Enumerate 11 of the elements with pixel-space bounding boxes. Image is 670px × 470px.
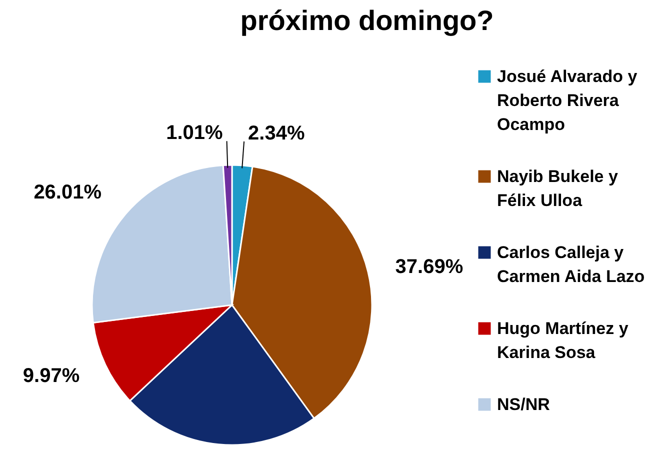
- legend-label: Nayib Bukele y Félix Ulloa: [497, 167, 618, 210]
- data-label: 2.34%: [248, 122, 305, 144]
- legend-label: NS/NR: [497, 395, 550, 414]
- legend-label: Carlos Calleja y Carmen Aida Lazo: [497, 243, 645, 286]
- legend-label: Josué Alvarado y Roberto Rivera Ocampo: [497, 67, 638, 134]
- legend-label: Hugo Martínez y Karina Sosa: [497, 319, 629, 362]
- chart-title: próximo domingo?: [240, 5, 494, 36]
- data-label: 37.69%: [395, 256, 464, 278]
- data-label: 1.01%: [166, 122, 224, 144]
- data-label: 9.97%: [22, 364, 80, 387]
- data-label: 26.01%: [34, 182, 102, 204]
